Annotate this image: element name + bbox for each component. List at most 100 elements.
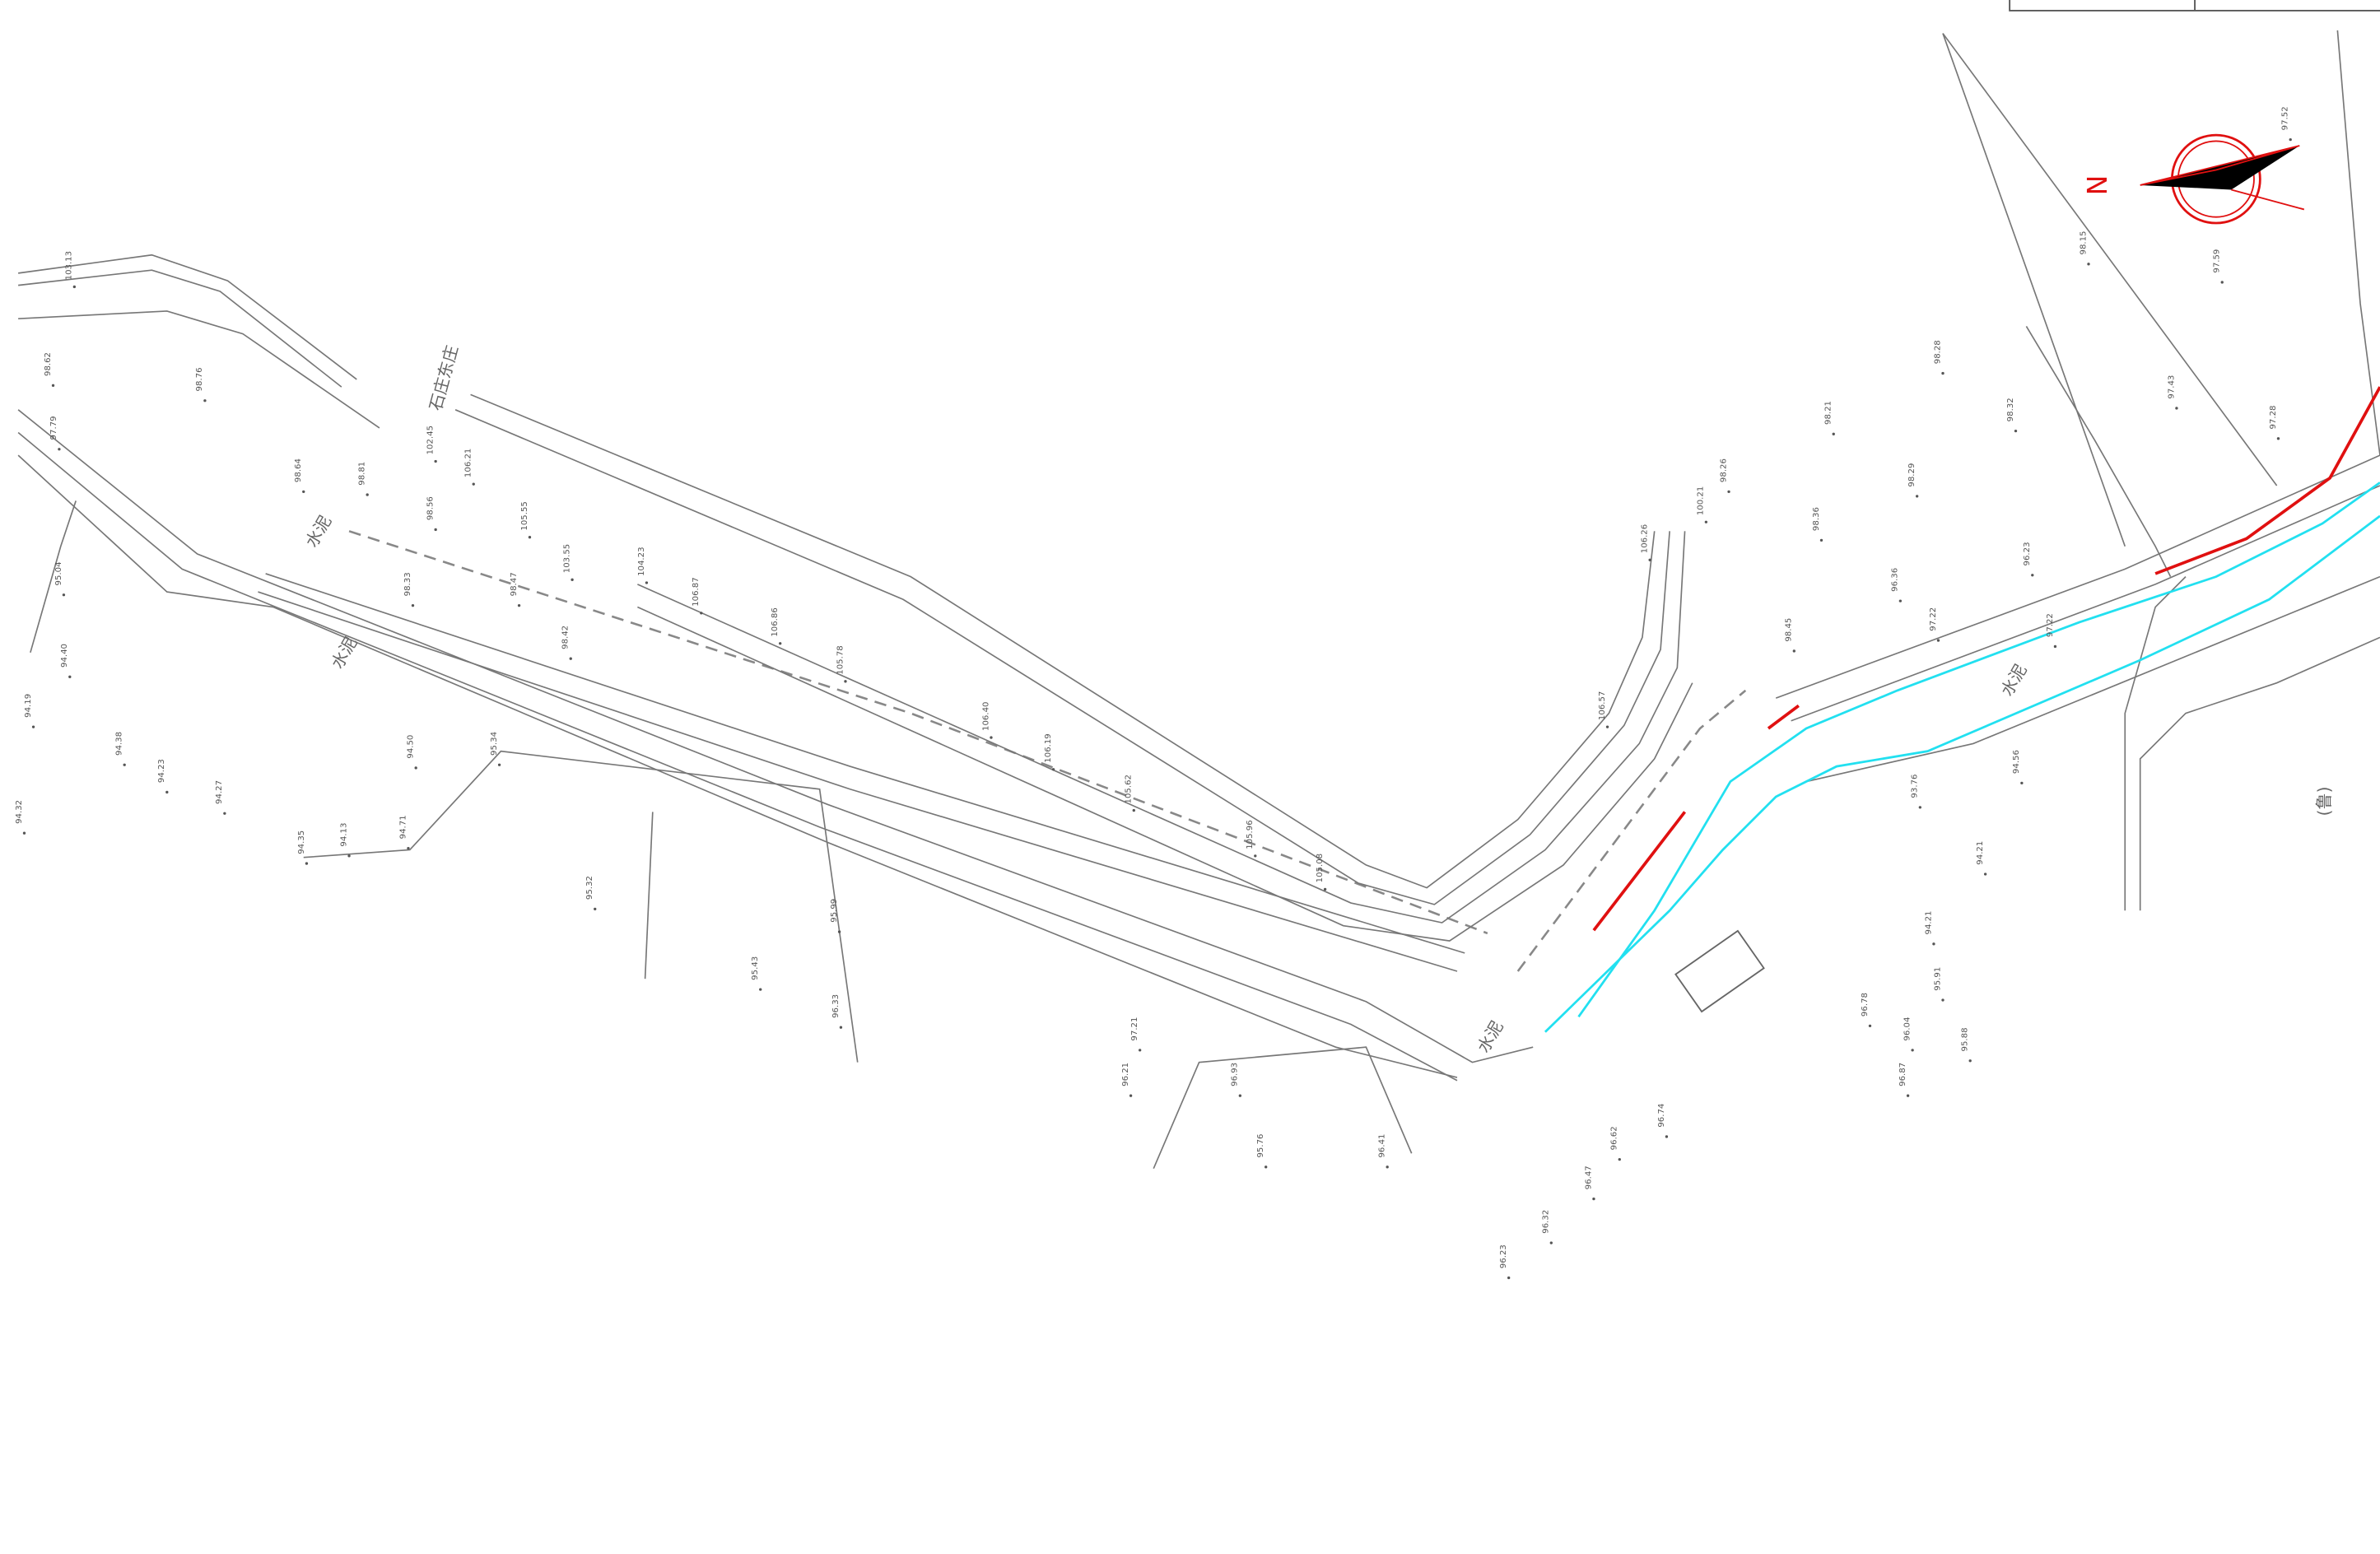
elevation-label: 94.50 [407,735,416,759]
spot-point [571,578,574,581]
elevation-label: 98.62 [44,352,53,376]
elevation-label: 98.42 [561,626,571,649]
elevation-label: 94.21 [1976,841,1985,865]
elevation-label: 106.40 [981,702,990,731]
elevation-label: 98.64 [294,458,303,482]
elevation-label: 95.88 [1961,1027,1970,1051]
elevation-label: 96.32 [1542,1210,1551,1234]
elevation-label: 97.21 [1130,1017,1139,1041]
spot-point [1138,1049,1142,1052]
spot-point [51,384,55,387]
place-label: (鲁) [2314,786,2334,816]
elevation-label: 97.52 [2281,106,2290,130]
spot-point [472,482,475,486]
spot-point [1727,490,1730,494]
elevation-label: 98.33 [403,572,412,596]
spot-point [58,448,61,451]
spot-point [434,459,437,463]
spot-point [2087,263,2090,266]
spot-point [223,812,226,815]
elevation-label: 96.87 [1898,1063,1907,1086]
elevation-label: 95.76 [1256,1134,1265,1158]
compass: N [2081,133,2305,225]
spot-point [1665,1135,1669,1138]
spot-point [411,603,415,607]
spot-point [414,766,417,770]
elevation-label: 96.74 [1657,1104,1666,1128]
elevation-label: 96.23 [1499,1245,1508,1268]
elevation-label: 97.28 [2269,406,2278,430]
elevation-label: 102.45 [426,426,435,454]
spot-point [2289,137,2292,142]
elevation-label: 98.28 [1933,340,1942,364]
elevation-label: 98.36 [1812,507,1821,531]
elevation-label: 104.23 [637,547,646,575]
spot-point [497,763,501,766]
elevation-label: 96.36 [1891,568,1900,592]
spot-point [844,680,847,683]
elevation-label: 96.41 [1378,1134,1387,1158]
spot-point [1238,1094,1242,1097]
spot-point [203,399,207,402]
elevation-label: 97.22 [2046,613,2055,637]
spot-point [1918,806,1922,809]
spot-point [1792,649,1795,653]
spot-point [62,593,66,597]
elevation-label: 106.87 [692,577,701,606]
elevation-label: 98.29 [1907,463,1917,487]
elevation-label: 94.35 [297,831,306,854]
spot-point [1618,1157,1621,1161]
spot-point [1507,1276,1511,1280]
spot-point [366,493,369,496]
elevation-label: 106.86 [771,607,780,636]
elevation-label: 95.91 [1933,967,1942,991]
water-lines [1544,482,2380,1033]
elevation-label: 96.62 [1610,1126,1619,1150]
elevation-label: 98.56 [426,496,435,520]
spot-point [839,1026,843,1029]
elevation-label: 98.76 [195,367,204,391]
spot-point [1592,1197,1595,1201]
spot-point [1936,639,1940,642]
elevation-label: 96.04 [1903,1017,1912,1041]
elevation-label: 105.62 [1125,775,1134,803]
elevation-label: 96.47 [1584,1166,1593,1189]
spot-point [594,907,597,911]
elevation-label: 94.32 [15,800,24,824]
spot-point [645,581,649,584]
elevation-label: 106.21 [464,449,473,477]
elevation-label: 103.13 [65,251,74,280]
spot-point [990,736,993,739]
spot-point [407,846,410,850]
spot-point [2053,644,2057,649]
spot-point [72,285,77,289]
spot-point [22,831,26,835]
elevation-label: 94.56 [2012,750,2021,774]
elevation-label: 94.13 [339,823,348,847]
spot-point [2175,407,2178,410]
elevation-label: 105.96 [1246,820,1255,849]
spot-point [1819,538,1823,542]
elevation-label: 97.43 [2167,375,2176,399]
elevation-label: 95.34 [490,732,499,756]
elevation-label: 105.55 [520,501,529,530]
elevation-label: 95.99 [830,899,839,923]
spot-point [1832,432,1835,435]
elevation-label: 94.38 [114,732,123,756]
elevation-label: 97.22 [1929,607,1938,631]
elevation-label: 98.45 [1785,618,1794,642]
spot-point [1704,520,1708,523]
spot-point [1941,371,1945,375]
spot-point [569,657,572,660]
spot-point [123,763,126,766]
spot-point [2020,781,2024,785]
spot-point [1605,725,1609,728]
spot-point [700,612,703,615]
spot-point [2276,437,2280,440]
elevation-label: 106.26 [1640,524,1649,553]
annotations: 103.13 98.62 97.79 95.04 94.40 94.19 94.32 94.3… [15,106,2334,1280]
spot-point [517,603,521,607]
elevation-label: 96.78 [1861,993,1870,1017]
elevation-label: 94.71 [398,815,408,839]
